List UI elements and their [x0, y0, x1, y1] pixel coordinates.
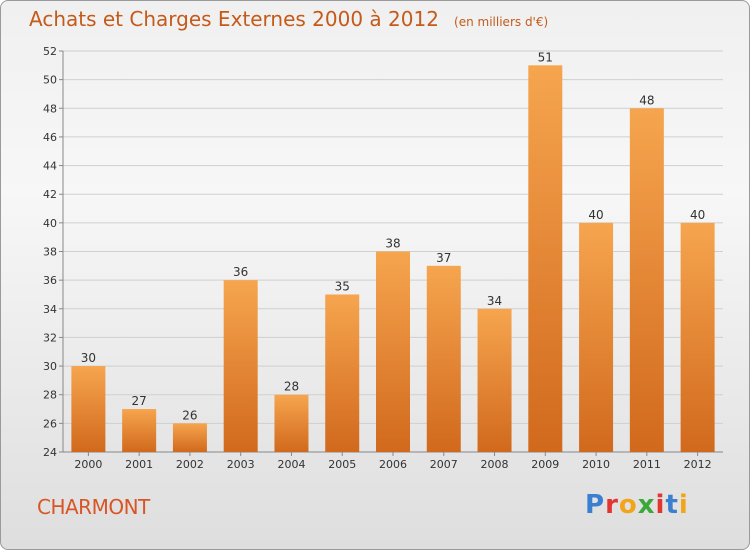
x-tick-label: 2009 — [531, 458, 559, 471]
y-tick-label: 48 — [43, 102, 57, 115]
bar — [528, 65, 563, 453]
bar-value-label: 28 — [284, 380, 299, 394]
y-tick-label: 44 — [43, 160, 57, 173]
x-tick-label: 2001 — [125, 458, 153, 471]
bar — [223, 280, 258, 452]
x-tick-label: 2012 — [684, 458, 712, 471]
logo-letter: x — [637, 490, 656, 520]
bar — [325, 294, 360, 452]
x-tick-label: 2007 — [430, 458, 458, 471]
y-tick-label: 24 — [43, 446, 57, 459]
x-tick-label: 2002 — [176, 458, 204, 471]
labels: 24 26 28 30 32 34 36 38 40 42 44 46 48 50 52 30 2000 27 20… — [43, 45, 712, 471]
logo-letter: i — [678, 490, 689, 520]
bar-value-label: 40 — [588, 208, 603, 222]
bar — [426, 265, 461, 452]
y-tick-label: 30 — [43, 360, 57, 373]
x-tick-label: 2003 — [227, 458, 255, 471]
logo-letter: t — [665, 490, 679, 520]
bar — [71, 366, 106, 452]
x-tick-label: 2008 — [481, 458, 509, 471]
x-tick-label: 2011 — [633, 458, 661, 471]
y-tick-label: 38 — [43, 246, 57, 259]
title-row: Achats et Charges Externes 2000 à 2012 (… — [29, 7, 548, 31]
logo-letter: o — [618, 490, 638, 520]
bar-value-label: 27 — [132, 394, 147, 408]
place-name: CHARMONT — [37, 495, 150, 519]
bar — [274, 394, 309, 452]
y-tick-label: 32 — [43, 331, 57, 344]
bar — [376, 251, 410, 452]
x-tick-label: 2005 — [328, 458, 356, 471]
y-tick-label: 34 — [43, 303, 57, 316]
proxiti-logo[interactable]: Proxiti — [585, 490, 689, 520]
y-tick-label: 40 — [43, 217, 57, 230]
bar — [172, 423, 207, 452]
bar-value-label: 51 — [538, 50, 553, 64]
bar-value-label: 40 — [690, 208, 705, 222]
bar — [579, 222, 614, 452]
bars — [71, 65, 715, 453]
logo-letter: P — [585, 490, 606, 520]
y-tick-label: 28 — [43, 389, 57, 402]
x-tick-label: 2010 — [582, 458, 610, 471]
bar-value-label: 30 — [81, 351, 96, 365]
x-tick-label: 2004 — [277, 458, 305, 471]
bar-value-label: 34 — [487, 294, 502, 308]
bar-value-label: 38 — [385, 237, 400, 251]
bar-value-label: 48 — [639, 93, 654, 107]
bar — [629, 108, 664, 453]
x-tick-label: 2006 — [379, 458, 407, 471]
bar-value-label: 35 — [335, 279, 350, 293]
logo-letter: i — [655, 490, 666, 520]
logo-letter: r — [605, 490, 619, 520]
chart-title: Achats et Charges Externes 2000 à 2012 — [29, 7, 439, 31]
bar-value-label: 26 — [182, 408, 197, 422]
y-tick-label: 50 — [43, 74, 57, 87]
y-tick-label: 26 — [43, 417, 57, 430]
bar — [122, 409, 157, 452]
chart-unit: (en milliers d'€) — [454, 15, 549, 29]
bar — [680, 222, 715, 452]
y-tick-label: 42 — [43, 188, 57, 201]
y-tick-label: 36 — [43, 274, 57, 287]
bar-value-label: 36 — [233, 265, 248, 279]
y-tick-label: 46 — [43, 131, 57, 144]
y-tick-label: 52 — [43, 45, 57, 58]
x-tick-label: 2000 — [74, 458, 102, 471]
bar-value-label: 37 — [436, 251, 451, 265]
bar — [477, 308, 512, 452]
